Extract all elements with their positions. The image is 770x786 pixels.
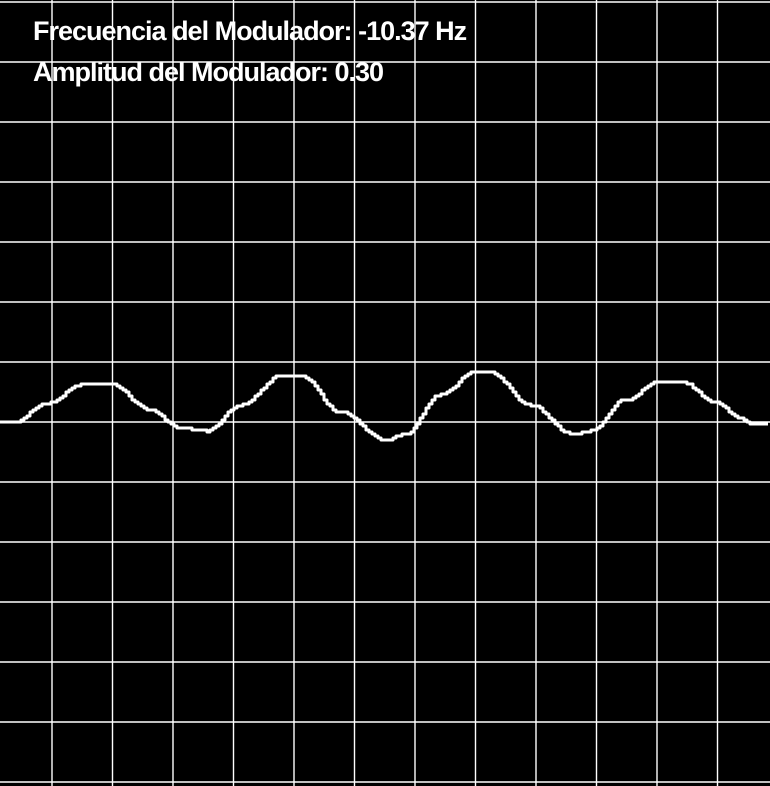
waveform-trace: [0, 370, 768, 442]
modulator-frequency-readout: Frecuencia del Modulador: -10.37 Hz: [33, 16, 467, 46]
modulator-amplitude-value: 0.30: [334, 57, 384, 87]
modulator-frequency-unit: Hz: [435, 16, 467, 46]
modulator-amplitude-label: Amplitud del Modulador:: [33, 57, 329, 87]
modulator-frequency-value: -10.37: [358, 16, 430, 46]
modulator-amplitude-readout: Amplitud del Modulador: 0.30: [33, 57, 384, 87]
modulator-frequency-label: Frecuencia del Modulador:: [33, 16, 353, 46]
